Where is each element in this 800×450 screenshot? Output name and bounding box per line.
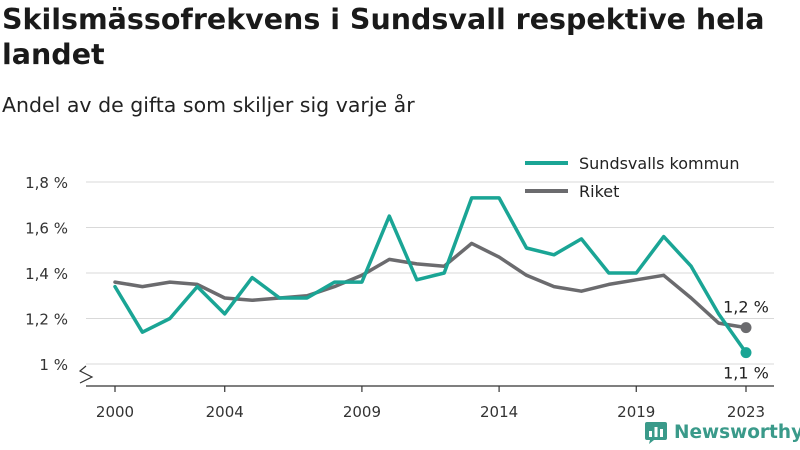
y-tick-label: 1 % [39,356,68,374]
x-tick-label: 2014 [480,403,518,421]
x-tick-label: 2019 [617,403,655,421]
legend-label-riket: Riket [579,182,619,201]
series-end-point-sundsvall [740,347,752,359]
x-tick-label: 2023 [727,403,765,421]
series-line-sundsvall [113,196,748,355]
x-tick-label: 2000 [96,403,134,421]
y-tick-label: 1,8 % [25,174,68,192]
x-tick-label: 2009 [343,403,381,421]
y-tick-label: 1,4 % [25,265,68,283]
newsworthy-logo: Newsworthy [644,419,800,445]
series-line-riket [113,241,748,330]
series-end-point-riket [740,322,752,334]
y-tick-label: 1,6 % [25,220,68,238]
bar-chart-logo-icon [645,422,667,444]
y-tick-label: 1,2 % [25,311,68,329]
end-label-sundsvall: 1,1 % [723,364,769,383]
chart-title: Skilsmässofrekvens i Sundsvall respektiv… [2,3,765,71]
x-tick-label: 2004 [206,403,244,421]
end-label-riket: 1,2 % [723,298,769,317]
logo-text: Newsworthy [674,421,800,443]
axis-break-mark [78,365,94,384]
chart-subtitle: Andel av de gifta som skiljer sig varje … [2,93,415,117]
legend-label-sundsvall: Sundsvalls kommun [579,154,739,173]
